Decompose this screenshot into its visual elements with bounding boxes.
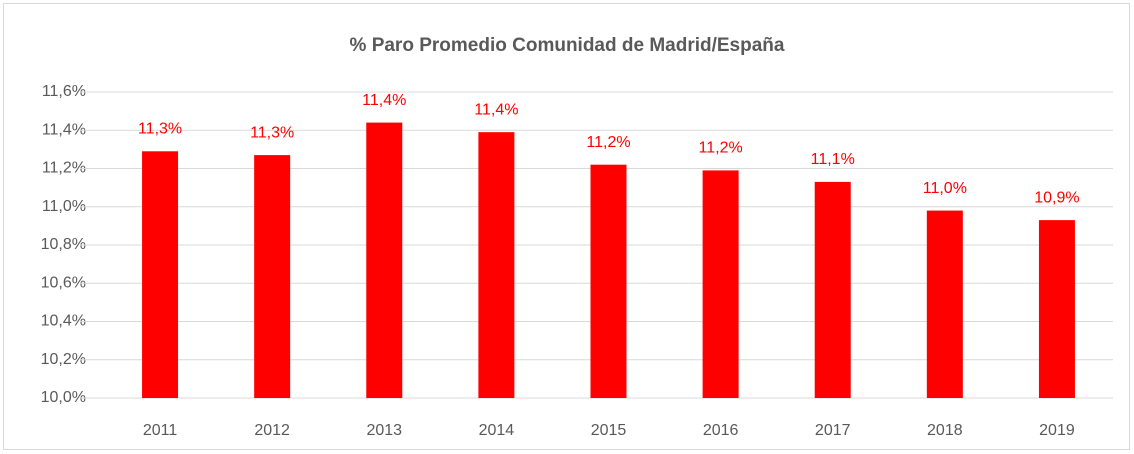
data-label: 10,9% xyxy=(1034,189,1079,206)
y-tick-label: 11,2% xyxy=(42,160,86,177)
data-label: 11,4% xyxy=(474,101,518,118)
bar xyxy=(590,164,627,398)
bar xyxy=(814,181,851,398)
x-tick-label: 2016 xyxy=(703,422,739,439)
y-tick-label: 11,0% xyxy=(42,198,86,215)
data-label: 11,3% xyxy=(250,124,294,141)
bar xyxy=(478,132,515,398)
x-tick-label: 2019 xyxy=(1039,422,1075,439)
bar xyxy=(142,151,179,398)
bar xyxy=(1038,220,1075,398)
data-label: 11,4% xyxy=(362,92,406,109)
chart-title: % Paro Promedio Comunidad de Madrid/Espa… xyxy=(350,35,785,56)
x-tick-label: 2014 xyxy=(479,422,515,439)
bar xyxy=(702,170,739,398)
data-label: 11,2% xyxy=(699,140,743,157)
x-tick-label: 2011 xyxy=(143,422,178,439)
y-tick-label: 11,4% xyxy=(42,121,86,138)
y-tick-label: 10,4% xyxy=(41,313,86,330)
y-tick-label: 10,2% xyxy=(41,351,86,368)
data-label: 11,0% xyxy=(923,180,967,197)
x-tick-label: 2017 xyxy=(815,422,851,439)
data-label: 11,3% xyxy=(138,121,182,138)
x-tick-label: 2013 xyxy=(366,422,402,439)
bar xyxy=(366,122,403,398)
bar xyxy=(926,210,963,398)
y-tick-label: 10,6% xyxy=(41,274,86,291)
data-label: 11,2% xyxy=(586,134,630,151)
y-tick-label: 10,8% xyxy=(41,236,86,253)
data-label: 11,1% xyxy=(811,151,855,168)
bar xyxy=(254,155,291,398)
x-tick-label: 2018 xyxy=(927,422,963,439)
x-tick-label: 2012 xyxy=(254,422,290,439)
y-tick-label: 10,0% xyxy=(41,389,86,406)
y-tick-label: 11,6% xyxy=(42,83,86,100)
x-tick-label: 2015 xyxy=(591,422,627,439)
